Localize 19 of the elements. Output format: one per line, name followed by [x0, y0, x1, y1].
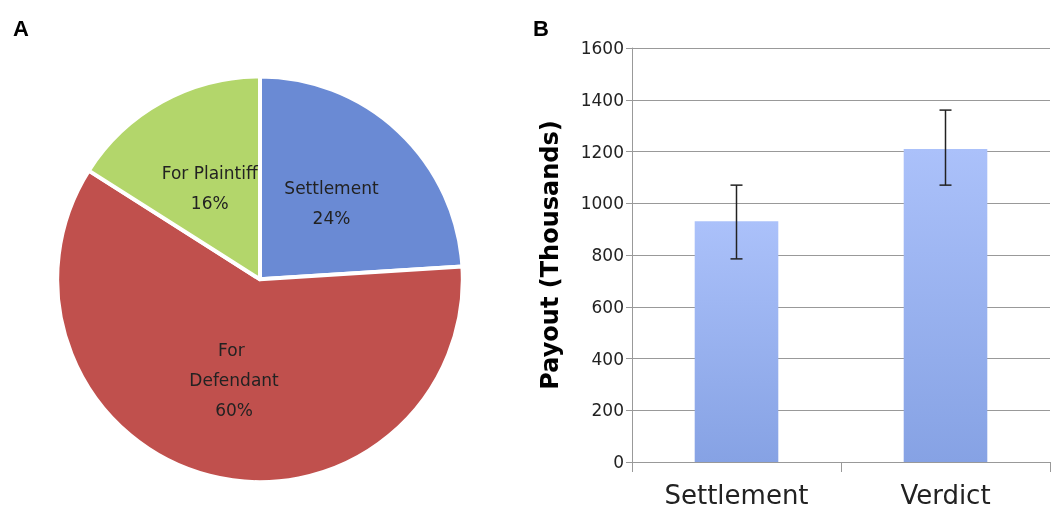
y-tick-label: 1000 — [580, 193, 624, 214]
chart-title: A — [13, 15, 29, 41]
x-tick-label: Verdict — [900, 480, 991, 510]
y-axis-title: Payout (Thousands) — [536, 120, 564, 390]
y-tick-label: 400 — [591, 348, 624, 369]
y-tick-label: 1400 — [580, 89, 624, 110]
y-tick-label: 600 — [591, 296, 624, 317]
slice-label: For Plaintiff — [161, 162, 259, 183]
y-tick-label: 1600 — [580, 38, 624, 58]
y-tick-label: 800 — [591, 245, 624, 265]
data-label: 16% — [190, 192, 229, 213]
data-label: 60% — [215, 400, 253, 421]
y-tick-label: 1200 — [580, 141, 624, 162]
slice-label: For Defendant — [189, 340, 280, 391]
y-tick-label: 0 — [613, 452, 624, 472]
slice-label: Settlement — [284, 178, 379, 199]
y-tick-label: 200 — [591, 400, 624, 421]
data-label: 24% — [312, 208, 351, 229]
chart-title: B — [533, 15, 549, 41]
